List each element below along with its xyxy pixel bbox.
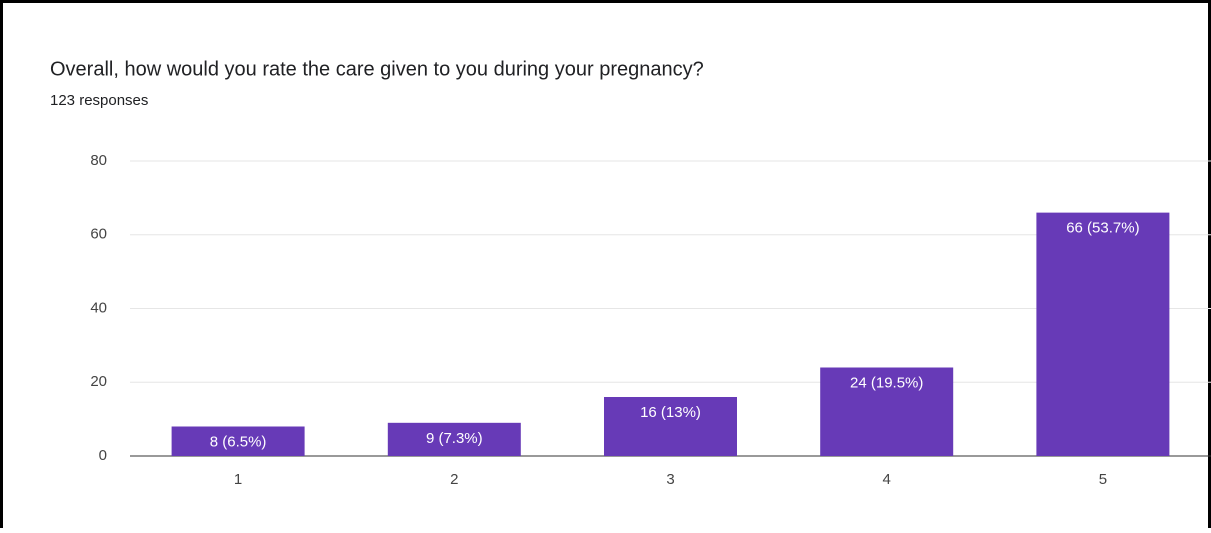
x-tick-label: 1 (234, 471, 242, 488)
y-tick-label: 40 (90, 299, 107, 316)
x-tick-label: 3 (666, 471, 674, 488)
value-label: 8 (6.5%) (210, 433, 267, 450)
bar (171, 426, 305, 456)
y-tick-label: 0 (99, 447, 107, 464)
y-tick-label: 60 (90, 226, 107, 243)
value-label: 66 (53.7%) (1066, 220, 1139, 237)
x-tick-label: 2 (450, 471, 458, 488)
chart-title: Overall, how would you rate the care giv… (50, 58, 704, 80)
bar (820, 367, 954, 456)
bar (1036, 212, 1170, 456)
chart-subtitle: 123 responses (50, 92, 148, 109)
bar (387, 422, 521, 456)
value-label: 16 (13%) (640, 404, 701, 421)
bar (604, 397, 737, 456)
x-tick-label: 5 (1099, 471, 1107, 488)
value-label: 9 (7.3%) (426, 430, 483, 447)
y-tick-label: 20 (90, 373, 107, 390)
value-label: 24 (19.5%) (850, 374, 923, 391)
x-tick-label: 4 (883, 471, 891, 488)
y-tick-label: 80 (90, 152, 107, 169)
